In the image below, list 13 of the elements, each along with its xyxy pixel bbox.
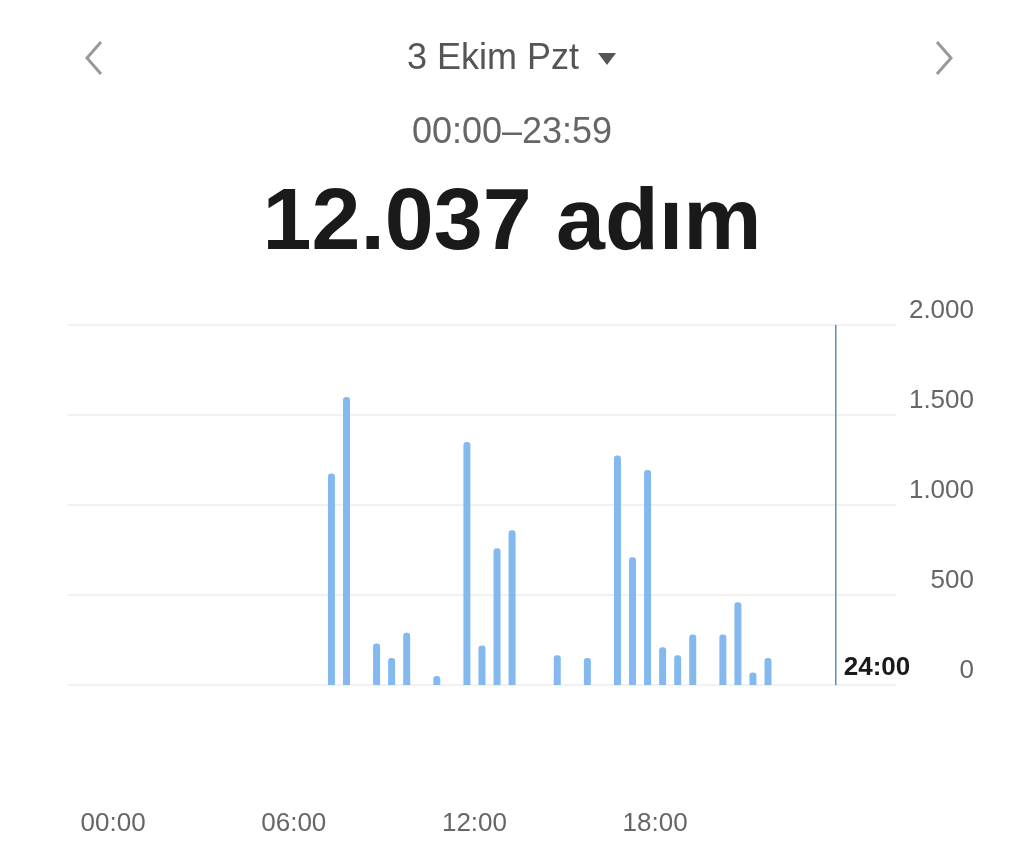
ref-line-label: 24:00	[843, 651, 911, 681]
y-tick-label: 1.500	[908, 384, 974, 415]
y-tick-label: 500	[930, 564, 974, 595]
chart-subtitle: 00:00–23:59	[410, 110, 614, 152]
y-tick-label: 0	[959, 654, 974, 685]
y-tick-label: 1.000	[908, 474, 974, 505]
x-tick-label: 06:00	[261, 807, 327, 838]
y-tick-label: 2.000	[908, 294, 974, 325]
x-tick-label: 18:00	[622, 807, 688, 838]
chart-title: 3 Ekim Pzt	[406, 36, 580, 77]
x-tick-label: 00:00	[80, 807, 146, 838]
text: 12.037 adım	[261, 168, 763, 270]
x-tick-label: 12:00	[441, 807, 508, 838]
